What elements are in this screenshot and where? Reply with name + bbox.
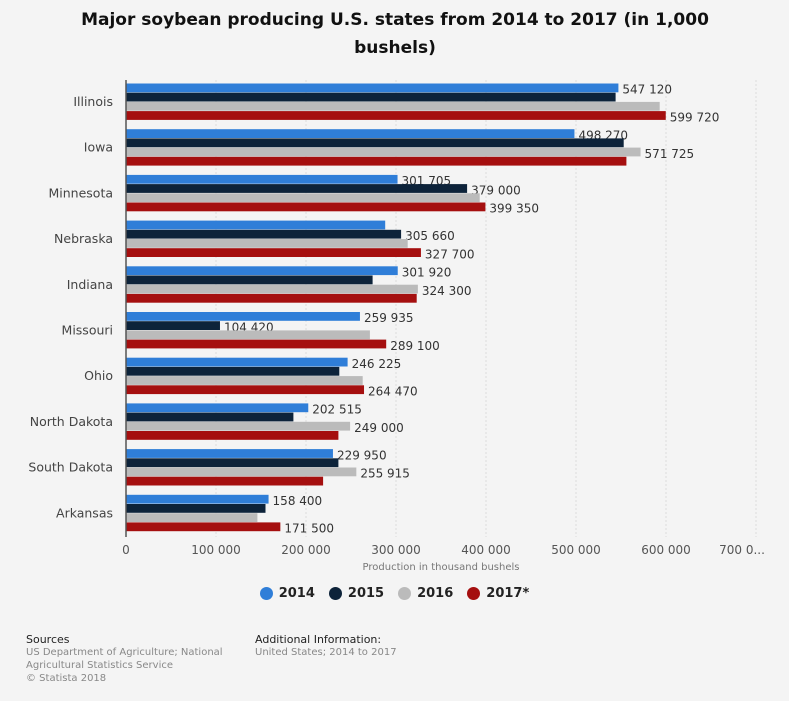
bar-2017-north-dakota: [126, 431, 339, 440]
bar-2014-illinois: [126, 83, 619, 93]
bar-2014-iowa: [126, 129, 575, 138]
data-label: 171 500: [284, 522, 334, 536]
y-category-label: North Dakota: [30, 414, 113, 429]
x-tick-label: 0: [122, 543, 130, 557]
bar-2015-illinois: [126, 92, 616, 102]
data-label: 264 470: [368, 385, 418, 399]
x-tick-label: 600 000: [641, 543, 691, 557]
y-category-label: Indiana: [67, 277, 113, 292]
data-label: 305 660: [405, 229, 455, 243]
chart-title: Major soybean producing U.S. states from…: [81, 10, 709, 58]
bar-2017-missouri: [126, 339, 387, 349]
data-label: 202 515: [312, 403, 362, 417]
data-label: 249 000: [354, 421, 404, 435]
bar-2014-indiana: [126, 266, 398, 276]
y-category-label: South Dakota: [28, 460, 113, 475]
bar-2015-ohio: [126, 366, 340, 376]
bar-2016-arkansas: [126, 513, 258, 522]
legend: 2014 2015 2016 2017*: [0, 586, 789, 601]
x-axis-label: Production in thousand bushels: [362, 562, 520, 573]
legend-dot-icon: [328, 587, 342, 600]
data-label: 399 350: [489, 202, 539, 216]
bar-2015-missouri: [126, 321, 220, 330]
x-tick-label: 200 000: [281, 543, 331, 557]
bar-2014-ohio: [126, 357, 348, 367]
bar-2016-indiana: [126, 284, 418, 294]
bar-2014-minnesota: [126, 174, 398, 184]
bar-2017-arkansas: [126, 522, 281, 532]
legend-item-2015[interactable]: 2015: [328, 586, 384, 601]
y-category-label: Missouri: [62, 323, 113, 338]
data-label: 379 000: [471, 183, 521, 197]
data-label: 289 100: [390, 339, 440, 353]
bar-2016-minnesota: [126, 193, 480, 203]
legend-item-2014[interactable]: 2014: [259, 586, 315, 601]
bar-2016-missouri: [126, 330, 370, 340]
bar-2015-arkansas: [126, 504, 266, 513]
bar-2017-indiana: [126, 293, 417, 303]
x-tick-label: 700 0...: [719, 543, 765, 557]
bar-2017-iowa: [126, 156, 627, 166]
sources-line: US Department of Agriculture; National: [26, 647, 223, 658]
bar-2014-south-dakota: [126, 449, 333, 458]
bar-2014-arkansas: [126, 494, 269, 504]
y-category-label: Iowa: [84, 140, 113, 155]
copyright: © Statista 2018: [26, 673, 107, 684]
y-category-label: Illinois: [73, 94, 113, 109]
additional-info: Additional Information: United States; 2…: [255, 633, 397, 659]
legend-item-2017[interactable]: 2017*: [467, 586, 529, 601]
legend-dot-icon: [259, 587, 273, 600]
legend-item-2016[interactable]: 2016: [398, 586, 453, 601]
data-label: 301 920: [402, 266, 452, 280]
x-tick-label: 500 000: [551, 543, 601, 557]
y-category-label: Nebraska: [54, 231, 113, 246]
y-category-label: Minnesota: [48, 185, 113, 200]
x-tick-label: 300 000: [371, 543, 421, 557]
additional-info-title: Additional Information:: [255, 633, 382, 646]
data-label: 259 935: [364, 311, 414, 325]
data-label: 571 725: [645, 147, 695, 161]
y-category-label: Arkansas: [56, 505, 113, 520]
bar-2017-south-dakota: [126, 476, 324, 486]
bar-2016-south-dakota: [126, 467, 357, 477]
bar-2015-indiana: [126, 275, 373, 285]
bar-2014-missouri: [126, 312, 360, 321]
sources: Sources US Department of Agriculture; Na…: [26, 633, 223, 685]
sources-line: Agricultural Statistics Service: [26, 660, 173, 671]
bar-2015-minnesota: [126, 184, 468, 193]
bar-2017-ohio: [126, 385, 365, 395]
x-tick-label: 400 000: [461, 543, 511, 557]
bar-2017-minnesota: [126, 202, 486, 212]
bar-2014-north-dakota: [126, 403, 309, 413]
bar-2017-illinois: [126, 111, 666, 120]
data-label: 599 720: [670, 110, 720, 124]
sources-title: Sources: [26, 633, 70, 646]
bar-2015-north-dakota: [126, 412, 294, 422]
bar-2016-iowa: [126, 147, 641, 157]
data-label: 246 225: [352, 357, 402, 371]
y-category-label: Ohio: [84, 368, 113, 383]
bar-2015-nebraska: [126, 229, 402, 239]
bar-2016-illinois: [126, 101, 660, 111]
bar-2015-south-dakota: [126, 458, 339, 468]
x-tick-label: 100 000: [191, 543, 241, 557]
bar-2015-iowa: [126, 138, 624, 148]
data-label: 255 915: [360, 467, 410, 481]
additional-info-text: United States; 2014 to 2017: [255, 647, 397, 658]
legend-dot-icon: [398, 587, 412, 600]
data-label: 327 700: [425, 247, 475, 261]
bar-2014-nebraska: [126, 220, 386, 230]
legend-dot-icon: [467, 587, 481, 600]
bar-2017-nebraska: [126, 248, 421, 257]
bar-2016-nebraska: [126, 239, 408, 248]
bar-2016-ohio: [126, 376, 363, 385]
bar-2016-north-dakota: [126, 421, 351, 431]
data-label: 547 120: [622, 83, 672, 97]
data-label: 229 950: [337, 448, 387, 462]
data-label: 324 300: [422, 284, 472, 298]
data-label: 158 400: [273, 494, 323, 508]
